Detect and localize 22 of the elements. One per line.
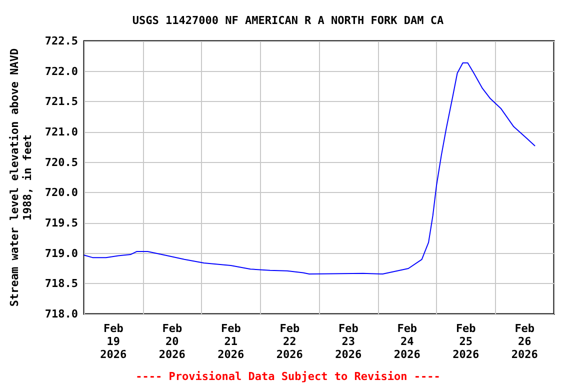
x-tick-label: Feb 24 2026: [394, 322, 421, 361]
y-tick-label: 720.5: [44, 156, 78, 169]
y-tick-label: 722.5: [44, 34, 78, 48]
x-tick-label: Feb 21 2026: [218, 322, 244, 361]
y-tick-label: 718.5: [44, 277, 78, 290]
chart-title: USGS 11427000 NF AMERICAN R A NORTH FORK DAM CA: [132, 14, 444, 27]
y-axis-title: Stream water level elevation above NAVD 1988, in feet: [8, 48, 34, 307]
y-tick-label: 721.5: [44, 95, 78, 108]
x-tick-label: Feb 25 2026: [452, 322, 480, 361]
text: ---- Provisional Data Subject to Revision ----: [136, 370, 440, 383]
y-tick-label: 722.0: [44, 64, 78, 78]
y-tick-label: 721.0: [44, 126, 78, 138]
x-tick-label: Feb 20 2026: [158, 322, 186, 361]
line-series: [84, 62, 536, 274]
y-tick-label: 718.0: [44, 308, 78, 320]
x-tick-label: Feb 22 2026: [276, 322, 304, 361]
x-tick-label: Feb 19 2026: [100, 322, 128, 361]
y-tick-label: 720.0: [44, 186, 78, 200]
y-tick-label: 719.0: [44, 246, 78, 260]
x-tick-label: Feb 26 2026: [511, 322, 538, 361]
y-tick-label: 719.5: [44, 216, 78, 230]
x-tick-label: Feb 23 2026: [335, 322, 362, 361]
